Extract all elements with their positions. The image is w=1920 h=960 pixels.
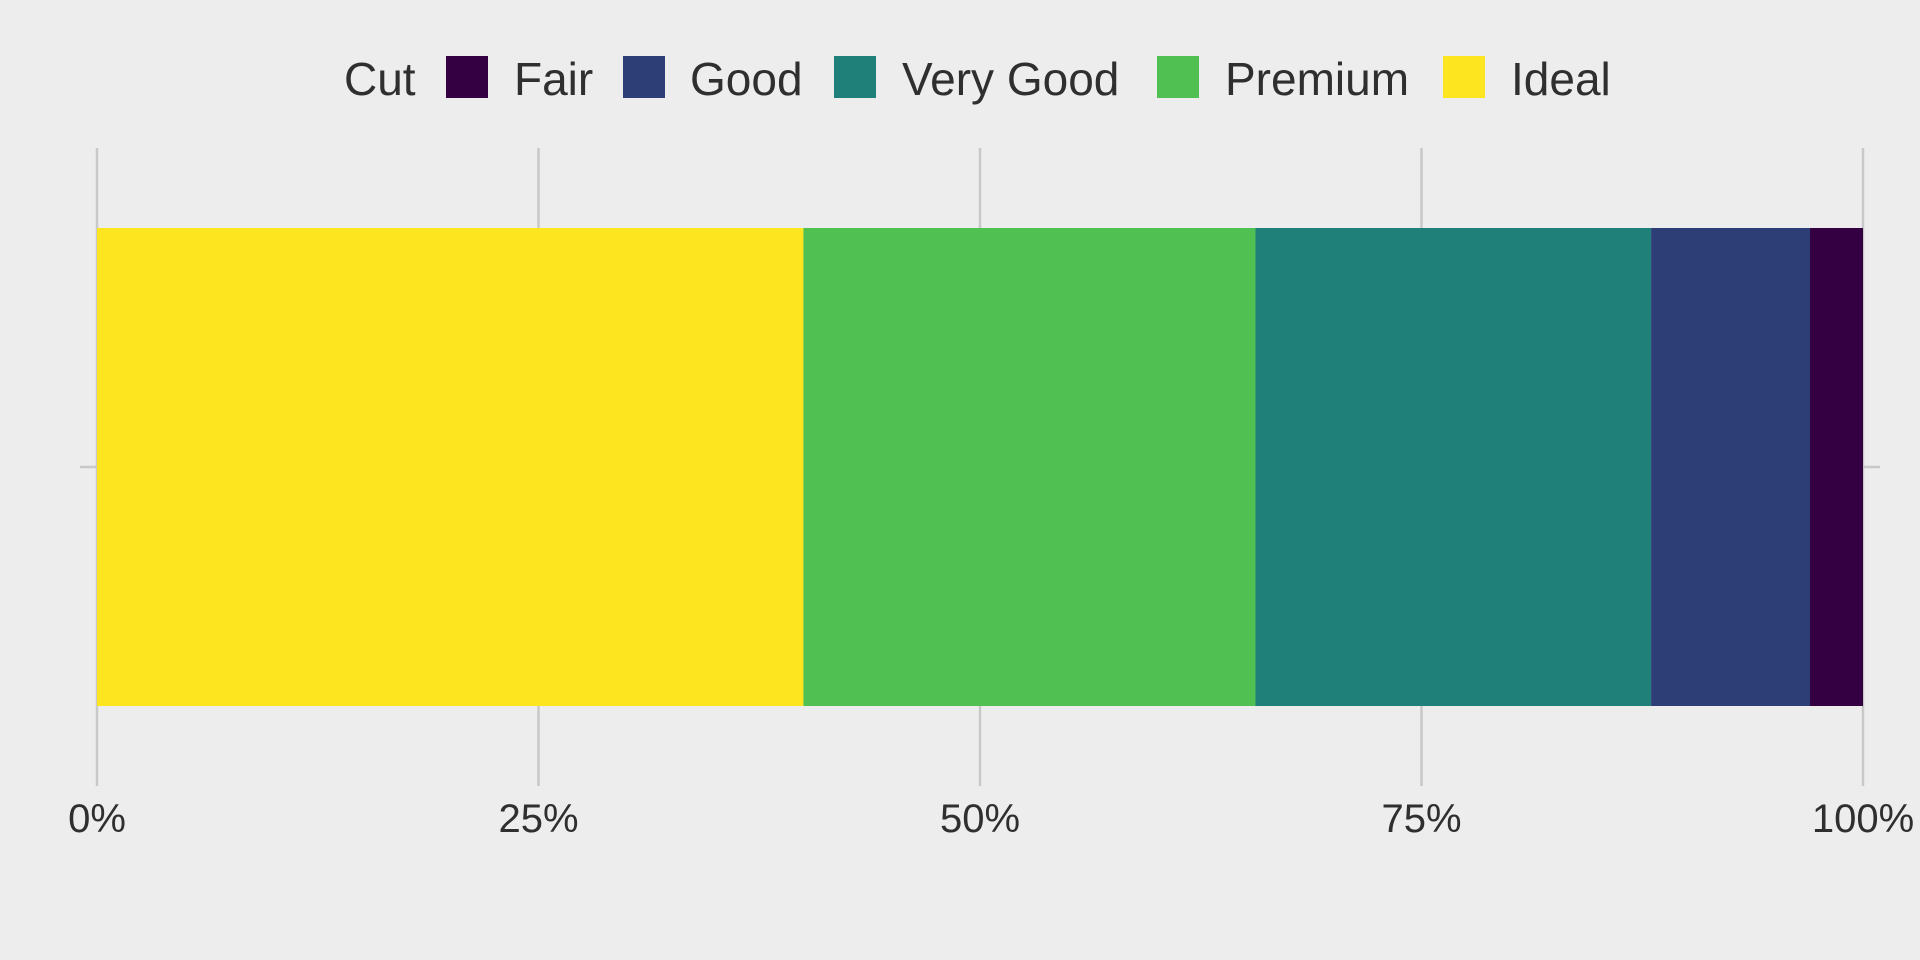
x-tick-label: 75% [1381, 797, 1461, 841]
legend-label-premium: Premium [1225, 53, 1409, 105]
legend-title: Cut [344, 53, 416, 105]
legend-key-fair [446, 56, 488, 98]
legend-label-ideal: Ideal [1511, 53, 1611, 105]
legend-label-good: Good [690, 53, 803, 105]
legend-key-very-good [834, 56, 876, 98]
stacked-bar [97, 228, 1863, 706]
bar-segment-good [1651, 228, 1811, 706]
x-tick-label: 100% [1812, 797, 1914, 841]
x-tick-label: 50% [940, 797, 1020, 841]
legend-key-ideal [1443, 56, 1485, 98]
x-tick-label: 25% [498, 797, 578, 841]
bar-segment-fair [1810, 228, 1863, 706]
x-axis: 0% 25% 50% 75% 100% [68, 797, 1914, 841]
legend-key-premium [1157, 56, 1199, 98]
legend: Cut Fair Good Very Good Premium Ideal [344, 53, 1611, 105]
bar-segment-very-good [1255, 228, 1652, 706]
x-tick-label: 0% [68, 797, 126, 841]
legend-label-fair: Fair [514, 53, 593, 105]
bar-segment-premium [803, 228, 1256, 706]
legend-key-good [623, 56, 665, 98]
bar-segment-ideal [97, 228, 804, 706]
legend-label-very-good: Very Good [902, 53, 1119, 105]
